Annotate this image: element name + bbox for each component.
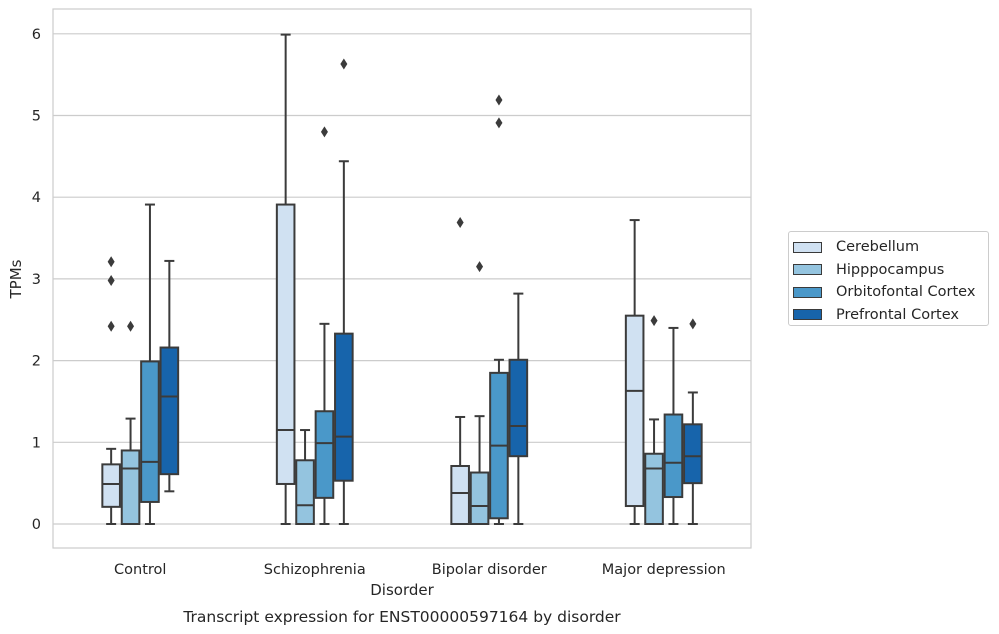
outlier-point — [320, 126, 328, 138]
legend-swatch — [793, 241, 822, 253]
legend: Cerebellum Hipppocampus Orbitofontal Corte… — [788, 231, 989, 326]
chart-caption: Transcript expression for ENST0000059716… — [182, 608, 621, 626]
outlier-point — [107, 256, 115, 268]
box-orbitofontal-cortex-3 — [663, 326, 684, 525]
legend-item: Prefrontal Cortex — [793, 304, 988, 327]
outlier-point — [650, 315, 658, 327]
box-prefrontal-cortex-0 — [159, 259, 180, 493]
box-cerebellum-0 — [101, 256, 121, 525]
outlier-point — [107, 320, 115, 332]
legend-item: Cerebellum — [793, 236, 988, 259]
box-iqr — [334, 332, 354, 482]
outlier-point — [495, 117, 503, 129]
box-iqr — [295, 459, 315, 525]
box-orbitofontal-cortex-2 — [489, 94, 509, 525]
box-orbitofontal-cortex-0 — [140, 203, 160, 525]
x-tick-label: Major depression — [602, 562, 726, 578]
y-tick-label: 1 — [32, 435, 41, 451]
box-prefrontal-cortex-2 — [508, 292, 529, 525]
x-tick-label: Control — [114, 562, 166, 578]
box-cerebellum-1 — [275, 33, 296, 525]
legend-label: Hipppocampus — [836, 261, 945, 278]
outlier-point — [476, 261, 484, 273]
legend-item: Orbitofontal Cortex — [793, 281, 988, 304]
legend-swatch — [793, 264, 822, 276]
y-tick-label: 0 — [32, 517, 41, 533]
outlier-point — [495, 94, 503, 106]
box-iqr — [120, 449, 141, 525]
y-tick-label: 4 — [32, 190, 41, 206]
x-tick-label: Bipolar disorder — [432, 562, 547, 578]
box-iqr — [101, 463, 121, 508]
y-axis-label: TPMs — [7, 259, 25, 299]
outlier-point — [107, 275, 115, 287]
box-iqr — [644, 452, 664, 526]
box-cerebellum-3 — [624, 219, 645, 525]
legend-item: Hipppocampus — [793, 259, 988, 282]
box-hipppocampus-3 — [644, 315, 664, 526]
y-tick-label: 6 — [32, 27, 41, 43]
outlier-point — [689, 318, 697, 330]
legend-label: Cerebellum — [836, 239, 920, 256]
outlier-point — [340, 58, 348, 70]
box-iqr — [450, 464, 470, 526]
x-tick-label: Schizophrenia — [264, 562, 366, 578]
legend-swatch — [793, 286, 822, 298]
outlier-point — [456, 217, 464, 229]
y-tick-label: 2 — [32, 354, 41, 370]
x-axis-label: Disorder — [370, 581, 434, 599]
box-hipppocampus-2 — [469, 261, 490, 525]
box-orbitofontal-cortex-1 — [314, 126, 335, 525]
outlier-point — [127, 320, 135, 332]
box-cerebellum-2 — [450, 217, 470, 526]
legend-label: Orbitofontal Cortex — [836, 284, 976, 301]
box-prefrontal-cortex-1 — [334, 58, 354, 525]
box-iqr — [159, 346, 180, 476]
y-tick-label: 3 — [32, 272, 41, 288]
box-iqr — [508, 358, 529, 458]
box-iqr — [683, 423, 703, 485]
box-iqr — [663, 413, 684, 499]
legend-swatch — [793, 309, 822, 321]
box-hipppocampus-1 — [295, 429, 315, 525]
box-iqr — [140, 360, 160, 503]
box-iqr — [624, 314, 645, 508]
box-prefrontal-cortex-3 — [683, 318, 703, 525]
box-iqr — [469, 471, 490, 525]
y-tick-label: 5 — [32, 109, 41, 125]
legend-label: Prefrontal Cortex — [836, 306, 959, 323]
plot-area-frame — [52, 8, 752, 549]
box-iqr — [275, 203, 296, 485]
box-iqr — [314, 410, 335, 499]
box-hipppocampus-0 — [120, 320, 141, 525]
